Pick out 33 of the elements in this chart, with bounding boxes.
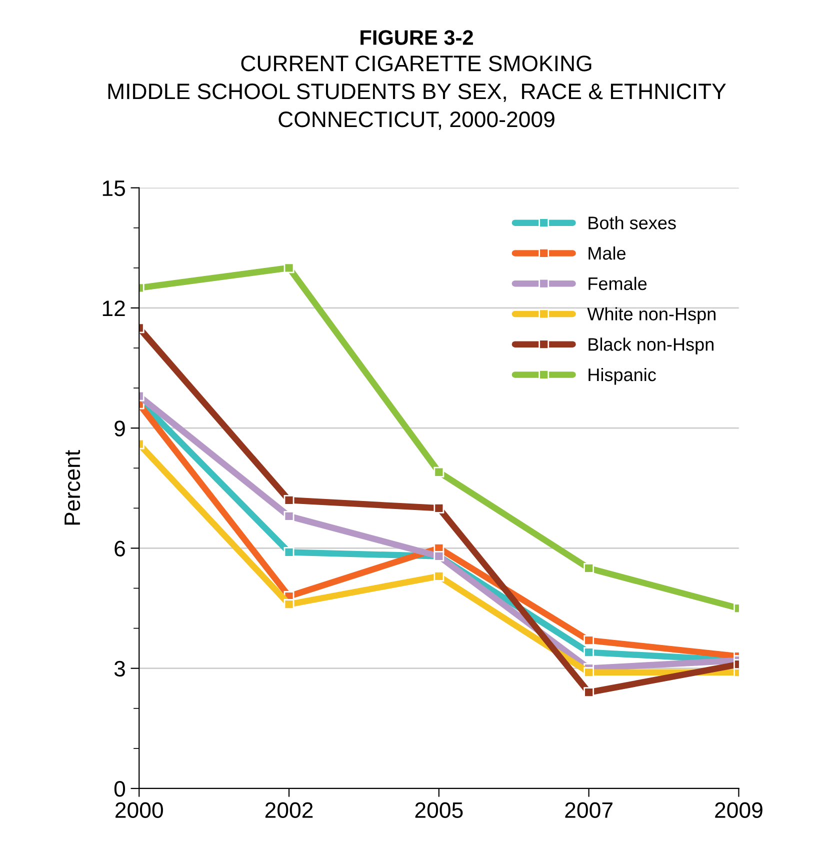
- point: [284, 599, 294, 610]
- legend-label: Both sexes: [588, 216, 676, 230]
- point: [284, 262, 294, 274]
- x-tick-label: 2009: [715, 802, 762, 818]
- x-tick-label: 2000: [116, 802, 163, 818]
- chart-subtitle: CURRENT CIGARETTE SMOKING MIDDLE SCHOOL STUDENTS BY SEX, RACE & ETHNICITY CONNECTICUT, 2000-2009: [108, 56, 726, 130]
- point: [584, 635, 594, 646]
- x-tick-label: 2007: [565, 802, 612, 818]
- legend-label: Female: [588, 276, 647, 290]
- y-tick-label: 9: [114, 420, 125, 436]
- point: [434, 466, 444, 478]
- point: [284, 510, 294, 522]
- legend-label: Male: [588, 246, 626, 260]
- point: [434, 571, 444, 582]
- point: [584, 647, 594, 658]
- y-tick-label: 3: [114, 660, 125, 677]
- point: [584, 667, 594, 678]
- x-tick-label: 2002: [265, 802, 313, 818]
- legend-label: Hispanic: [588, 368, 656, 385]
- legend-label: White non-Hspn: [587, 307, 716, 324]
- y-tick-label: 12: [102, 300, 125, 316]
- y-tick-label: 15: [102, 180, 125, 196]
- point: [584, 563, 594, 574]
- x-tick-label: 2005: [415, 802, 463, 818]
- point: [434, 502, 444, 514]
- legend-label: Black non-Hspn: [588, 338, 714, 354]
- chart-title: FIGURE 3-2: [360, 30, 473, 45]
- y-axis-title: Percent: [64, 450, 80, 525]
- point: [284, 494, 294, 506]
- point: [284, 547, 294, 558]
- point: [584, 687, 594, 698]
- y-tick-label: 0: [114, 781, 126, 797]
- y-tick-label: 6: [114, 540, 125, 556]
